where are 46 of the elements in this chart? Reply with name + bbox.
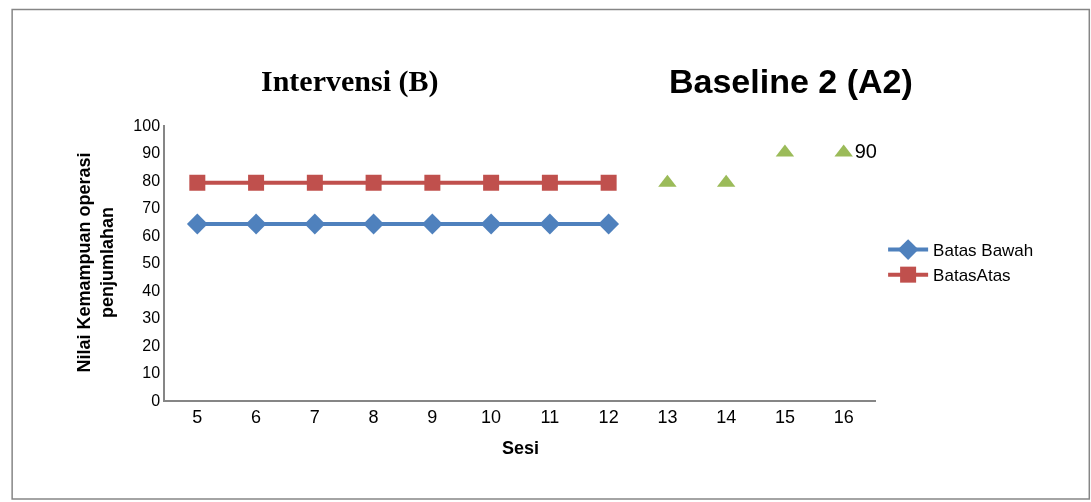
point xyxy=(541,174,558,191)
point xyxy=(480,213,502,235)
text: Intervensi (B) xyxy=(261,64,439,98)
y-tick-label: 0 xyxy=(151,391,161,409)
point xyxy=(483,174,500,191)
point xyxy=(539,213,561,235)
legend-label: Batas Bawah xyxy=(933,241,1034,261)
x-tick-label: 14 xyxy=(716,407,737,428)
y-axis-title: Nilai Kemampuan operasi penjumlahan xyxy=(73,152,118,373)
point xyxy=(245,213,267,235)
x-tick-label: 12 xyxy=(598,407,619,428)
data-label: 90 xyxy=(854,139,877,162)
point xyxy=(421,213,443,235)
text: Baseline 2 (A2) xyxy=(669,62,913,100)
y-tick-label: 20 xyxy=(142,336,161,354)
point xyxy=(186,213,208,235)
y-tick-label: 60 xyxy=(142,226,161,244)
point xyxy=(598,213,620,235)
point xyxy=(363,213,384,235)
x-tick-label: 11 xyxy=(540,407,560,428)
x-tick-label: 15 xyxy=(774,407,795,428)
y-tick-label: 40 xyxy=(142,281,161,299)
point xyxy=(304,213,326,235)
x-tick-label: 13 xyxy=(657,407,678,428)
point xyxy=(306,174,323,191)
point xyxy=(365,174,382,191)
y-tick-label: 70 xyxy=(142,199,161,217)
point xyxy=(248,174,265,191)
point xyxy=(600,174,617,191)
y-tick-label: 100 xyxy=(133,116,161,134)
y-tick-label: 80 xyxy=(142,171,161,189)
y-tick-label: 50 xyxy=(142,254,161,272)
point xyxy=(189,174,206,191)
x-tick-label: 6 xyxy=(251,407,262,428)
y-tick-label: 90 xyxy=(142,144,161,162)
x-tick-label: 8 xyxy=(368,407,379,428)
y-tick-label: 30 xyxy=(142,309,161,327)
x-axis-title: Sesi xyxy=(501,437,540,458)
point xyxy=(424,174,441,191)
y-tick-label: 10 xyxy=(142,364,161,382)
legend-label: BatasAtas xyxy=(933,266,1011,286)
x-tick-label: 9 xyxy=(427,407,438,428)
x-tick-label: 10 xyxy=(481,407,502,428)
x-tick-label: 16 xyxy=(833,407,854,428)
x-tick-label: 7 xyxy=(309,407,320,428)
x-tick-label: 5 xyxy=(192,407,203,428)
